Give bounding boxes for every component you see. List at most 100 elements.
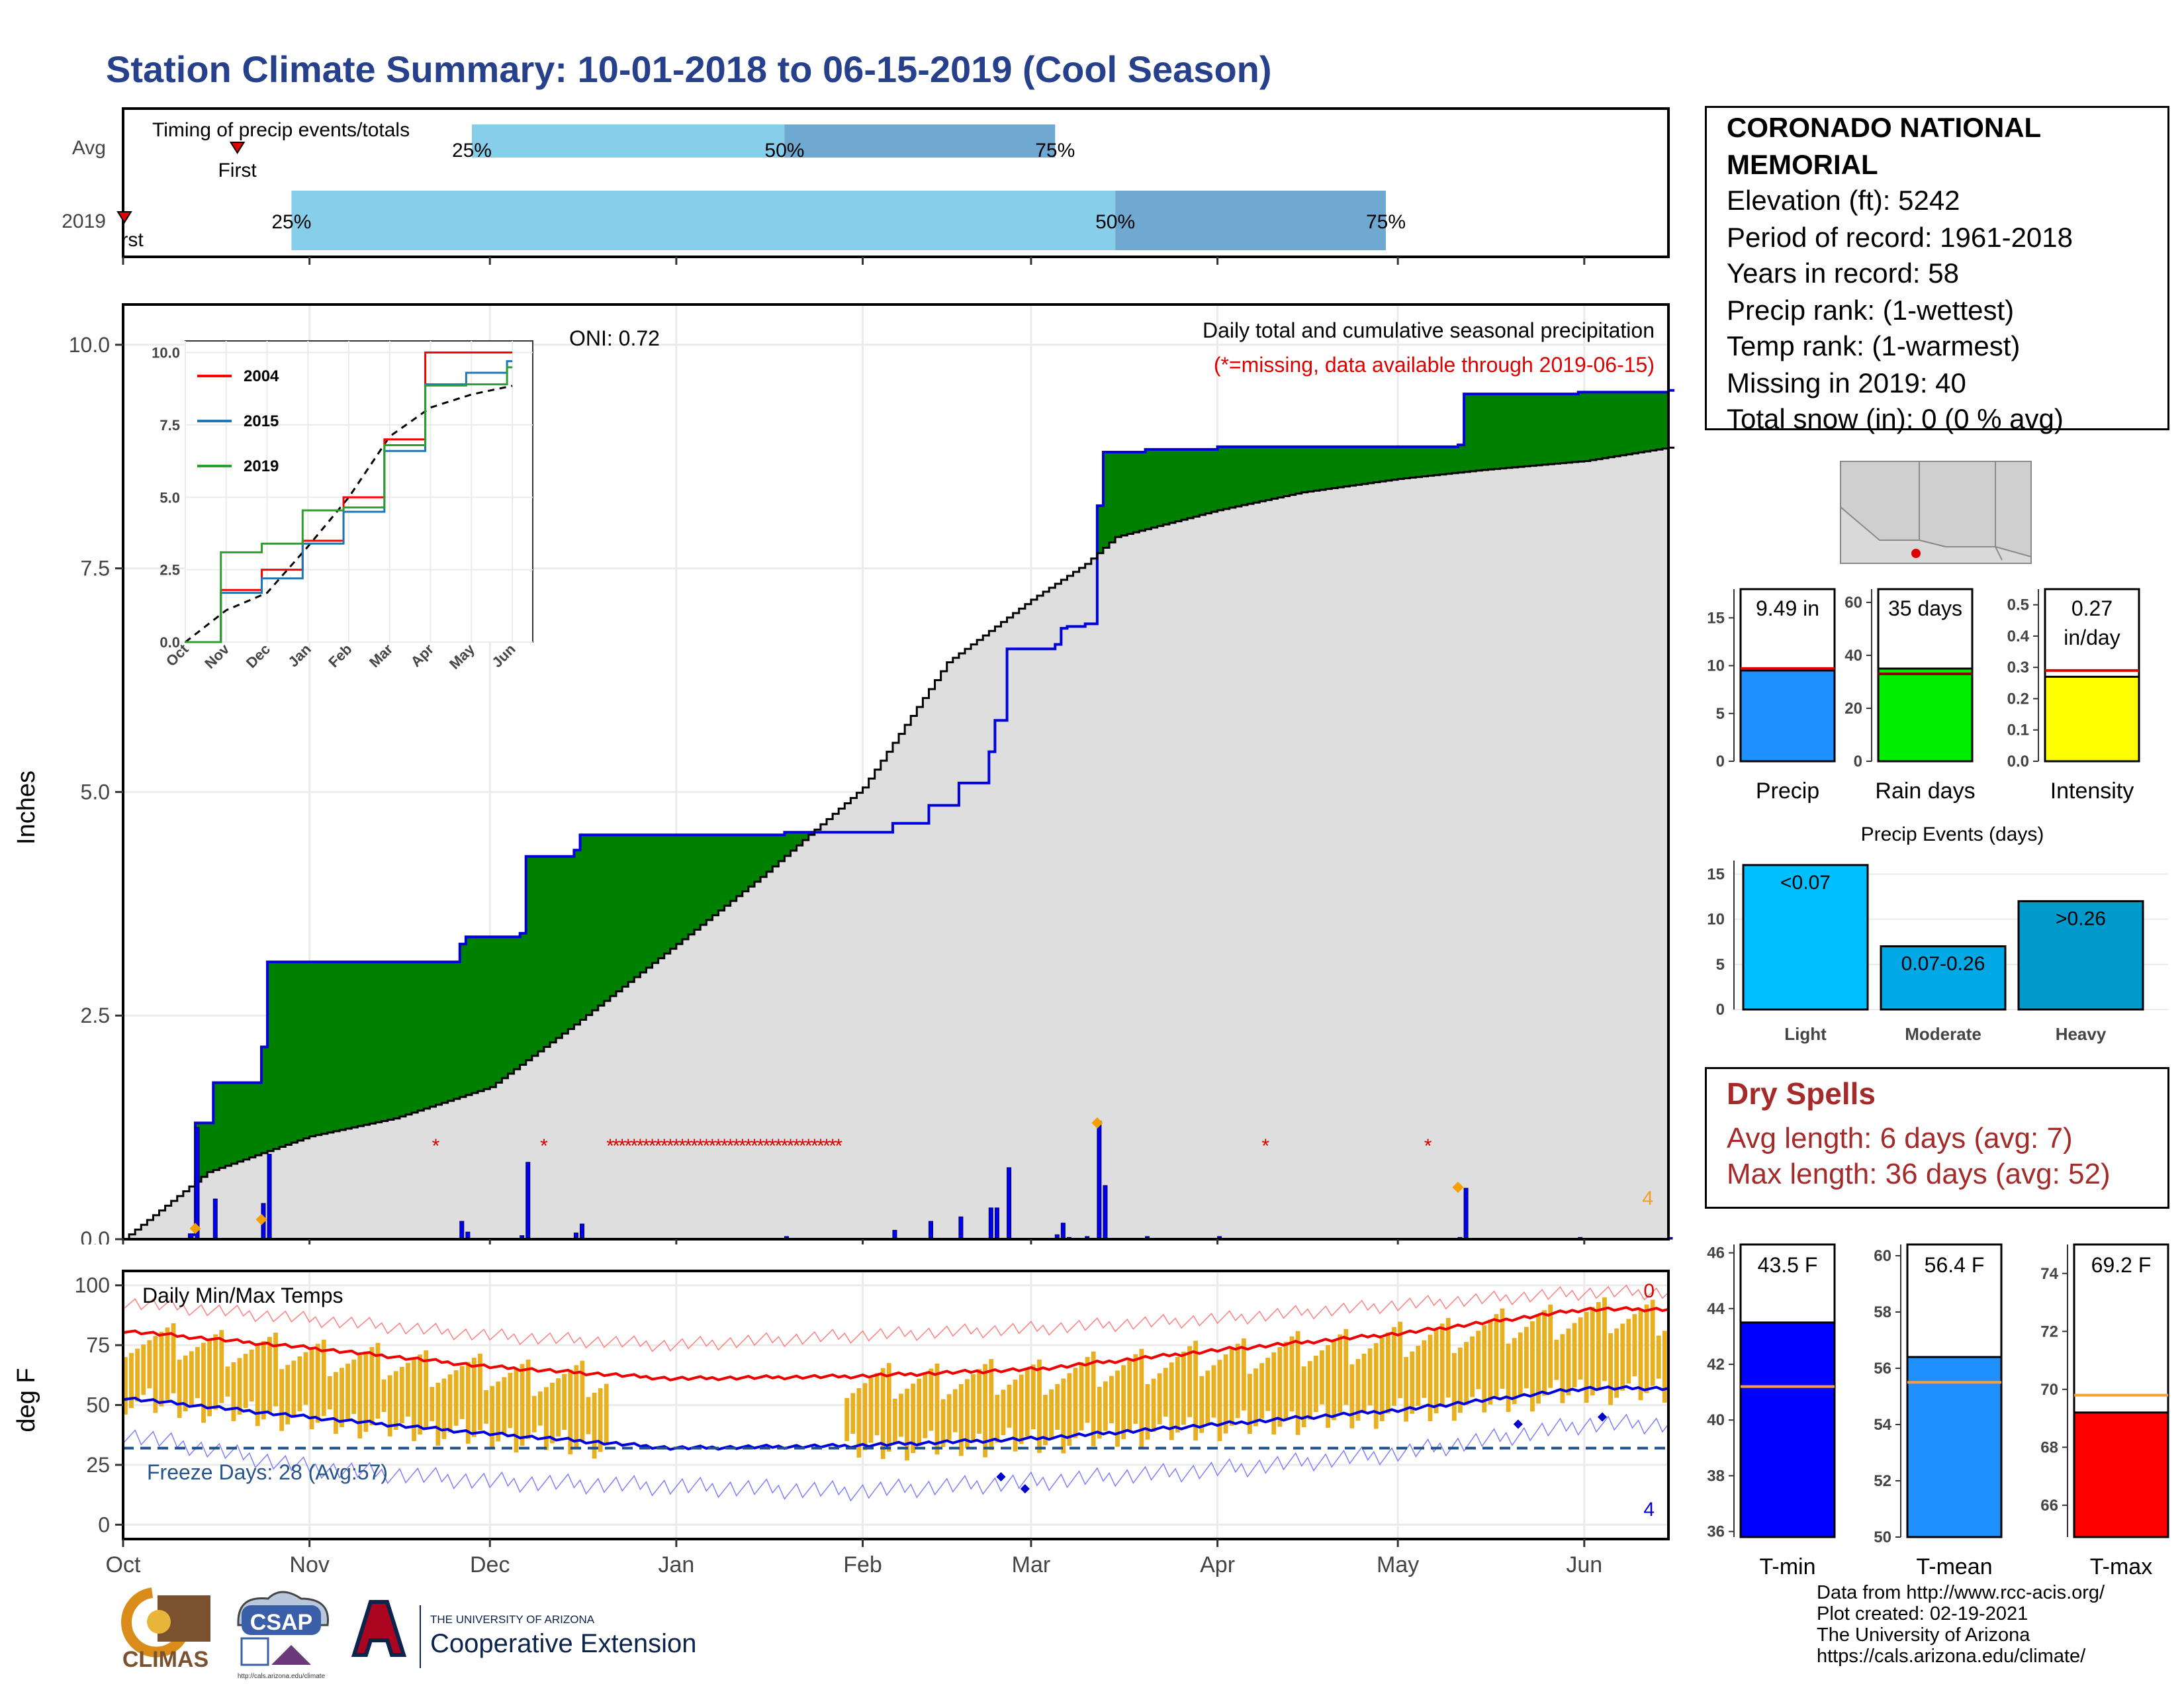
surplus-fill [1211,449,1218,512]
missing-marker: * [666,1135,674,1157]
surplus-fill [459,944,467,1098]
daily-temp-bar [1037,1359,1042,1453]
events-bar-heavy [2017,900,2144,1011]
daily-temp-bar [911,1383,916,1454]
surplus-fill [784,832,792,856]
surplus-fill [790,832,797,851]
surplus-fill [574,850,581,1025]
daily-temp-bar [1620,1323,1625,1391]
daily-temp-bar [369,1346,375,1426]
surplus-fill [1662,392,1669,449]
surplus-fill [1313,446,1320,491]
daily-precip-bar [892,1229,897,1240]
surplus-fill [1097,506,1104,553]
daily-temp-bar [1445,1317,1451,1398]
daily-temp-bar [424,1350,429,1428]
credit-line-4: https://cals.arizona.edu/climate/ [1817,1646,2086,1667]
surplus-fill [556,856,563,1038]
daily-precip-bar [958,1216,964,1240]
missing-marker: * [739,1135,747,1157]
small-ytick-label: 0.2 [2007,690,2029,708]
daily-precip-bar [580,1223,585,1240]
missing-marker: * [432,1135,440,1157]
surplus-fill [1248,446,1254,504]
small-ytick-label: 10 [1707,657,1725,675]
surplus-fill [1103,451,1110,548]
surplus-fill [1608,392,1615,457]
missing-marker: * [612,1135,620,1157]
daily-precip-bar [1463,1188,1469,1240]
surplus-fill [369,962,377,1124]
daily-temp-bar [1253,1368,1258,1427]
surplus-fill [1620,392,1627,455]
surplus-fill [333,962,340,1131]
temps-xtick-label: Feb [843,1552,882,1577]
daily-temp-bar [1133,1354,1138,1424]
surplus-fill [706,835,713,920]
missing-marker: * [709,1135,717,1157]
temp-ytick-label: 46 [1707,1244,1725,1262]
daily-temp-bar [273,1333,278,1407]
surplus-fill [1361,446,1369,485]
small-ytick-label: 0.5 [2007,596,2029,614]
ua-logo: THE UNIVERSITY OF ARIZONA Cooperative Ex… [351,1600,696,1668]
daily-precip-bar [212,1198,218,1240]
daily-temp-bar [201,1342,206,1423]
main-caption: Daily total and cumulative seasonal prec… [1203,318,1655,342]
avg-max-line [122,1306,1669,1382]
temp-bar-t-min [1739,1321,1836,1538]
daily-temp-bar [940,1399,946,1448]
daily-temp-bar [1265,1358,1271,1411]
daily-temp-bar [1163,1368,1168,1417]
missing-marker: * [733,1135,741,1157]
small-value: 35 days [1888,596,1962,620]
surplus-fill [490,937,496,1088]
extreme-marker [1452,1182,1464,1194]
daily-temp-bar [231,1362,236,1421]
surplus-fill [1404,446,1410,479]
inset-ytick-label: 7.5 [159,417,180,434]
inset-xtick-label: Dec [243,641,273,671]
y2019-p75-label: 75% [1366,211,1406,233]
events-category-label: Light [1784,1024,1827,1044]
surplus-fill [1127,451,1134,534]
missing-marker: * [1424,1135,1432,1157]
daily-temp-bar [1001,1389,1006,1436]
missing-marker: * [715,1135,723,1157]
daily-temp-bar [1512,1338,1517,1405]
temp-ytick-label: 52 [1874,1472,1891,1490]
daily-precip-bar [1007,1167,1012,1240]
events-bar-label: 0.07-0.26 [1901,953,1985,975]
daily-temp-bar [977,1369,981,1434]
surplus-fill [255,1082,262,1156]
surplus-fill [1193,449,1200,517]
surplus-fill [1578,392,1585,462]
surplus-fill [1259,446,1266,502]
daily-temp-bar [1638,1309,1643,1401]
daily-temp-bar [1091,1351,1096,1446]
surplus-fill [1151,449,1158,528]
surplus-fill [340,962,346,1130]
small-ytick-label: 40 [1844,647,1862,665]
temp-ytick-label: 66 [2040,1497,2058,1515]
surplus-fill [736,835,743,896]
surplus-fill [1560,394,1567,463]
surplus-fill [1470,394,1477,471]
surplus-fill [622,835,629,987]
missing-marker: * [823,1135,831,1157]
small-bar-intensity [2044,675,2140,763]
daily-temp-bar [1439,1323,1445,1406]
oni-label: ONI: 0.72 [569,326,660,350]
daily-temp-bar [568,1369,573,1455]
surplus-fill [478,937,484,1092]
small-value-2: in/day [2064,626,2120,649]
surplus-fill [375,962,383,1123]
surplus-fill [231,1082,238,1164]
surplus-fill [225,1082,232,1166]
events-ytick-label: 0 [1716,1001,1725,1019]
timing-marks: FirstLast25%50%75%rstLast25%50%75% [116,124,1586,265]
daily-temp-bar [1451,1353,1457,1421]
surplus-fill [778,835,786,861]
daily-temp-bar [1343,1329,1349,1405]
daily-temp-bar [929,1368,934,1431]
